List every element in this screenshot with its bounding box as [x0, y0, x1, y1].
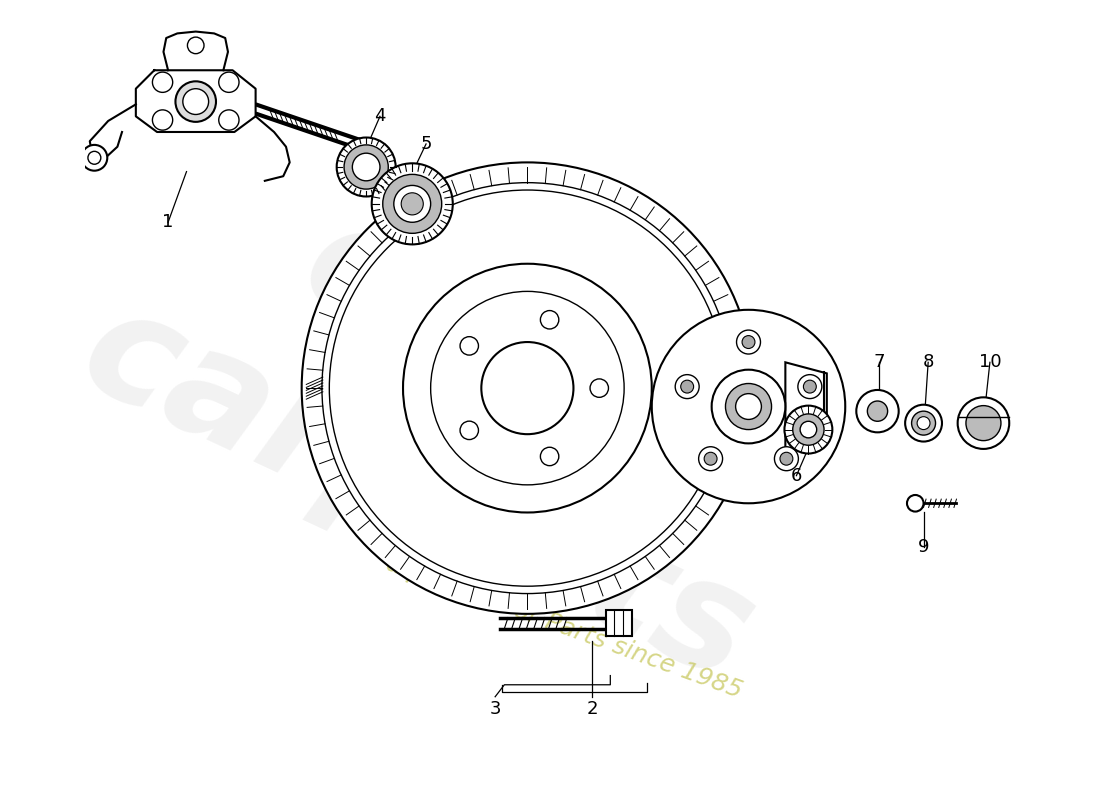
Circle shape — [383, 174, 442, 234]
Circle shape — [675, 374, 700, 398]
Circle shape — [726, 383, 771, 430]
Circle shape — [908, 495, 924, 511]
Polygon shape — [606, 610, 631, 636]
Circle shape — [176, 82, 216, 122]
Circle shape — [81, 145, 108, 170]
Circle shape — [394, 186, 431, 222]
Circle shape — [803, 380, 816, 393]
Circle shape — [905, 405, 942, 442]
Text: 10: 10 — [979, 354, 1001, 371]
Circle shape — [780, 452, 793, 465]
Circle shape — [652, 310, 845, 503]
Circle shape — [219, 110, 239, 130]
Circle shape — [402, 193, 424, 215]
Circle shape — [88, 151, 101, 164]
Circle shape — [704, 452, 717, 465]
Circle shape — [337, 138, 396, 197]
Circle shape — [153, 110, 173, 130]
Text: 1: 1 — [163, 214, 174, 231]
Circle shape — [698, 446, 723, 470]
Circle shape — [737, 330, 760, 354]
Circle shape — [301, 162, 754, 614]
Circle shape — [482, 342, 573, 434]
Circle shape — [183, 89, 209, 114]
Circle shape — [153, 72, 173, 92]
Circle shape — [958, 398, 1009, 449]
Circle shape — [187, 37, 204, 54]
Circle shape — [917, 417, 930, 430]
Circle shape — [590, 379, 608, 398]
Circle shape — [798, 374, 822, 398]
Text: 2: 2 — [586, 700, 597, 718]
Polygon shape — [785, 362, 827, 450]
Circle shape — [460, 337, 478, 355]
Circle shape — [403, 264, 652, 513]
Circle shape — [742, 335, 755, 349]
Circle shape — [736, 394, 761, 419]
Circle shape — [344, 145, 388, 189]
Circle shape — [912, 411, 935, 435]
Text: 5: 5 — [420, 135, 432, 153]
Circle shape — [868, 401, 888, 422]
Text: 6: 6 — [791, 466, 802, 485]
Text: 4: 4 — [374, 107, 386, 126]
Circle shape — [540, 447, 559, 466]
Circle shape — [352, 153, 379, 181]
Text: 3: 3 — [490, 700, 500, 718]
Circle shape — [681, 380, 694, 393]
Circle shape — [774, 446, 799, 470]
Circle shape — [800, 422, 816, 438]
Text: a passion for Parts since 1985: a passion for Parts since 1985 — [383, 552, 746, 703]
Text: 9: 9 — [917, 538, 930, 555]
Circle shape — [784, 406, 833, 454]
Circle shape — [793, 414, 824, 446]
Circle shape — [460, 421, 478, 439]
Circle shape — [219, 72, 239, 92]
Circle shape — [540, 310, 559, 329]
Text: euro
carparts: euro carparts — [59, 118, 848, 714]
Circle shape — [712, 370, 785, 443]
Circle shape — [966, 406, 1001, 441]
Circle shape — [372, 163, 453, 244]
Text: 8: 8 — [923, 354, 934, 371]
Circle shape — [856, 390, 899, 432]
Text: 7: 7 — [873, 354, 886, 371]
